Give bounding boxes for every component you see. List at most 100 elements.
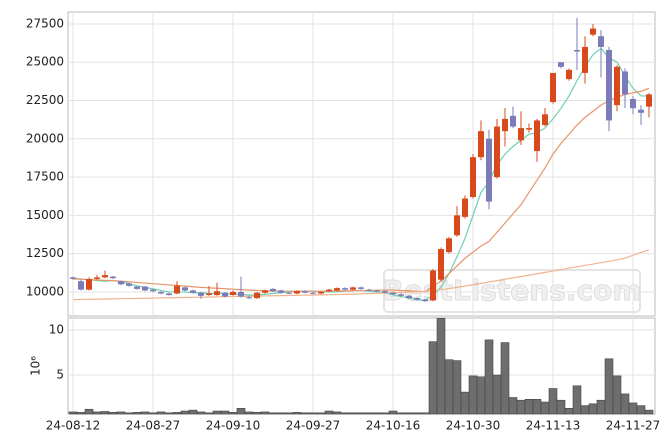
candle-body <box>278 290 284 293</box>
volume-bar <box>500 342 510 415</box>
y-tick-label: 22500 <box>26 93 64 107</box>
volume-bar <box>244 411 254 415</box>
candle-body <box>246 297 252 299</box>
volume-bar <box>468 375 478 415</box>
y-tick-label: 20000 <box>26 131 64 145</box>
candle-body <box>558 62 564 67</box>
x-tick-label: 24-08-27 <box>126 419 180 433</box>
y-tick-label: 15000 <box>26 208 64 222</box>
candle-body <box>534 120 540 152</box>
volume-bar <box>492 374 502 415</box>
volume-bar <box>532 399 542 415</box>
volume-bar <box>540 401 550 415</box>
volume-bar <box>596 399 606 415</box>
candle-body <box>182 287 188 291</box>
volume-bar <box>604 358 614 415</box>
volume-bar <box>196 411 206 415</box>
candle-body <box>94 277 100 279</box>
candle-body <box>478 131 484 158</box>
candle-body <box>262 290 268 293</box>
candle-body <box>238 291 244 297</box>
candle-body <box>486 138 492 202</box>
candle-body <box>118 281 124 285</box>
volume-bar <box>412 412 422 415</box>
candle-body <box>110 276 116 279</box>
candle-body <box>638 109 644 113</box>
candle-body <box>126 283 132 286</box>
candle-body <box>542 114 548 126</box>
candle-body <box>350 287 356 290</box>
volume-bar <box>268 412 278 415</box>
volume-bar <box>428 341 438 415</box>
volume-bar <box>164 412 174 415</box>
volume-bar <box>108 412 118 415</box>
volume-bar <box>436 317 446 415</box>
volume-bar <box>644 409 654 415</box>
volume-bar <box>580 405 590 415</box>
x-tick-label: 24-08-12 <box>46 419 100 433</box>
volume-bar <box>516 399 526 415</box>
candle-body <box>374 290 380 292</box>
volume-bar <box>364 412 374 415</box>
candle-body <box>398 294 404 296</box>
volume-bar <box>252 412 262 415</box>
x-tick-label: 24-11-27 <box>606 419 660 433</box>
candle-body <box>318 291 324 294</box>
volume-bar <box>116 411 126 415</box>
candle-body <box>102 275 108 278</box>
candle-body <box>470 157 476 198</box>
volume-bar <box>204 412 214 415</box>
moving-average-line <box>72 87 650 293</box>
volume-bar <box>84 408 94 415</box>
x-tick-label: 24-10-30 <box>446 419 500 433</box>
volume-bar <box>548 388 558 415</box>
candle-body <box>606 49 612 121</box>
candle-body <box>494 126 500 178</box>
volume-bar <box>460 391 470 415</box>
candle-body <box>630 98 636 109</box>
candle-body <box>406 295 412 299</box>
candle-body <box>502 118 508 132</box>
volume-bar <box>612 375 622 415</box>
candle-body <box>550 72 556 103</box>
candle-body <box>622 71 628 95</box>
candle-body <box>598 36 604 47</box>
candle-body <box>582 46 588 73</box>
candle-body <box>142 286 148 291</box>
volume-bar <box>572 385 582 415</box>
candle-body <box>270 288 276 292</box>
volume-bar <box>524 399 534 415</box>
candle-body <box>334 288 340 291</box>
volume-bar <box>556 399 566 415</box>
candle-body <box>70 277 76 279</box>
candle-body <box>166 293 172 296</box>
y-tick-label: 27500 <box>26 16 64 30</box>
candle-body <box>446 238 452 253</box>
candle-body <box>646 94 652 107</box>
volume-bar <box>292 412 302 415</box>
volume-bar <box>220 410 230 415</box>
volume-bar <box>76 412 86 415</box>
volume-bar <box>68 411 78 415</box>
candle-body <box>150 289 156 292</box>
volume-bar <box>476 376 486 415</box>
candle-body <box>510 115 516 127</box>
candle-body <box>462 198 468 217</box>
candle-body <box>366 289 372 291</box>
y-tick-label: 10 <box>49 322 64 336</box>
volume-bar <box>260 411 270 415</box>
candle-body <box>294 291 300 294</box>
volume-bar <box>92 411 102 415</box>
x-tick-label: 24-09-27 <box>286 419 340 433</box>
volume-bar <box>308 412 318 415</box>
candle-body <box>342 288 348 290</box>
candle-body <box>174 285 180 294</box>
candle-body <box>382 291 388 293</box>
volume-bar <box>628 402 638 415</box>
candle-body <box>86 278 92 290</box>
volume-bar <box>636 405 646 415</box>
volume-bar <box>324 410 334 415</box>
volume-bar <box>620 393 630 415</box>
volume-bar <box>452 360 462 415</box>
